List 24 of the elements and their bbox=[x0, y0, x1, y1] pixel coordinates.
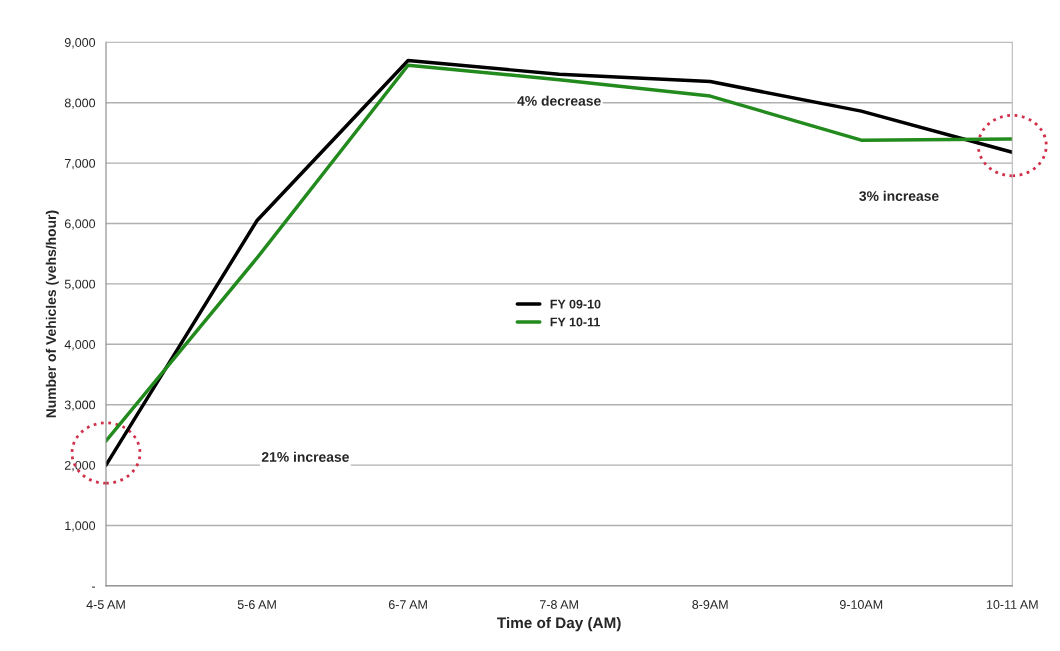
y-tick-label: 5,000 bbox=[64, 279, 96, 291]
y-tick-label: 6,000 bbox=[64, 219, 96, 230]
x-tick-label: 4-5 AM bbox=[86, 600, 125, 609]
x-tick-label: 9-10AM bbox=[839, 600, 883, 609]
legend-label: FY 10-11 bbox=[550, 317, 600, 327]
y-tick-label: 4,000 bbox=[64, 340, 96, 351]
y-tick-label: - bbox=[91, 586, 96, 588]
y-tick-label: 1,000 bbox=[65, 521, 96, 532]
legend-label: FY 09-10 bbox=[550, 299, 601, 309]
y-axis-title: Number of Vehicles (vehs/hour) bbox=[45, 210, 59, 418]
x-tick-label: 10-11 AM bbox=[986, 600, 1038, 609]
y-tick-label: 3,000 bbox=[64, 400, 96, 411]
x-tick-label: 8-9AM bbox=[692, 600, 728, 609]
y-tick-label: 8,000 bbox=[64, 98, 96, 109]
y-tick-label: 2,000 bbox=[64, 460, 96, 472]
annotation: 21% increase bbox=[261, 451, 349, 462]
y-tick-label: 7,000 bbox=[64, 158, 96, 170]
x-tick-label: 6-7 AM bbox=[388, 600, 427, 609]
y-tick-label: 9,000 bbox=[64, 38, 96, 49]
x-tick-label: 7-8 AM bbox=[539, 600, 578, 609]
x-tick-label: 5-6 AM bbox=[237, 600, 276, 609]
annotation: 3% increase bbox=[859, 190, 939, 201]
x-axis-title: Time of Day (AM) bbox=[497, 617, 621, 632]
annotation: 4% decrease bbox=[517, 95, 601, 106]
